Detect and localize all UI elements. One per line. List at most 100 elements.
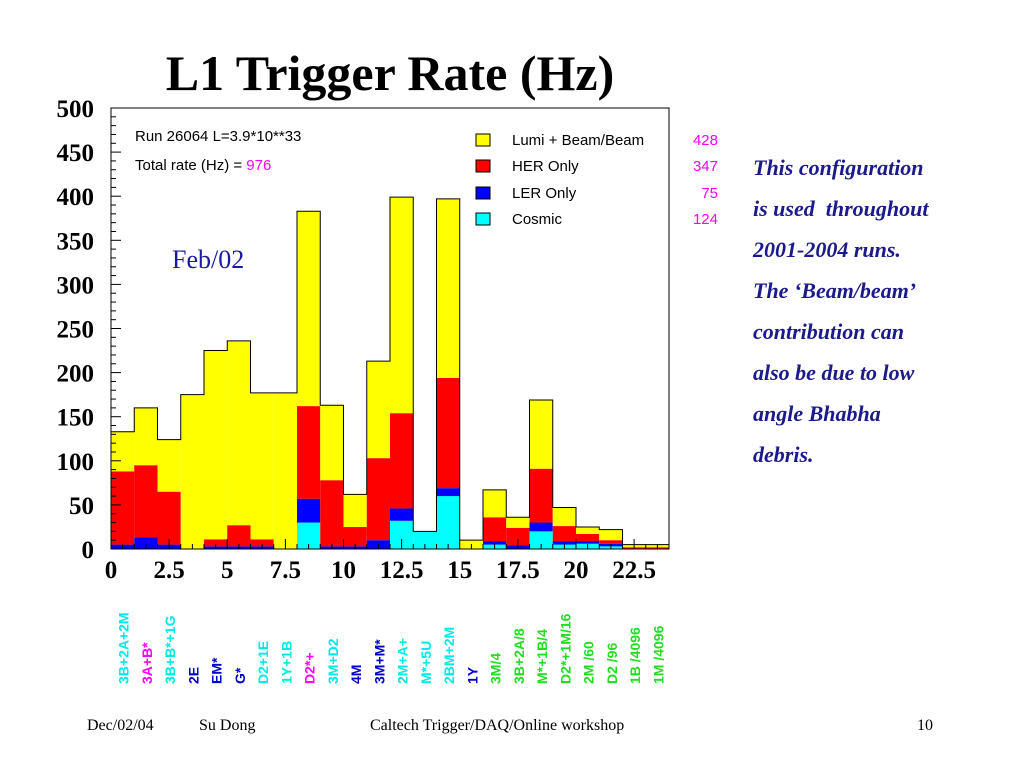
bar-lumi-beam-beam bbox=[273, 392, 297, 549]
bar-her-only bbox=[552, 526, 576, 542]
trigger-label: 1Y+1B bbox=[278, 641, 294, 684]
side-line: 2001-2004 runs. bbox=[753, 237, 901, 262]
x-tick-label: 10 bbox=[331, 557, 356, 584]
bar-ler-only bbox=[529, 522, 553, 532]
x-tick-label: 20 bbox=[564, 557, 589, 584]
bar-her-only bbox=[599, 540, 623, 544]
x-tick-label: 0 bbox=[105, 557, 118, 584]
total-rate-value: 976 bbox=[246, 157, 271, 174]
y-tick-label: 200 bbox=[57, 361, 95, 388]
y-tick-label: 500 bbox=[57, 96, 95, 123]
bar-her-only bbox=[529, 468, 553, 523]
x-tick-label: 22.5 bbox=[612, 557, 656, 584]
bar-lumi-beam-beam bbox=[297, 211, 321, 407]
bar-ler-only bbox=[552, 541, 576, 545]
trigger-label: D2 /96 bbox=[604, 643, 620, 684]
trigger-label: 3A+B* bbox=[139, 642, 155, 684]
bar-ler-only bbox=[436, 488, 460, 497]
bar-her-only bbox=[227, 525, 251, 547]
bar-her-only bbox=[483, 517, 507, 542]
footer-author: Su Dong bbox=[199, 717, 256, 734]
period-label: Feb/02 bbox=[172, 245, 244, 274]
x-tick-label: 15 bbox=[447, 557, 472, 584]
bar-lumi-beam-beam bbox=[529, 399, 553, 469]
side-line: angle Bhabha bbox=[753, 401, 881, 426]
bar-her-only bbox=[157, 491, 181, 545]
trigger-label: 2M /60 bbox=[581, 641, 597, 684]
bar-lumi-beam-beam bbox=[134, 407, 158, 466]
bar-lumi-beam-beam bbox=[157, 439, 181, 492]
bar-ler-only bbox=[483, 541, 507, 545]
bar-lumi-beam-beam bbox=[320, 405, 344, 481]
footer-event: Caltech Trigger/DAQ/Online workshop bbox=[370, 717, 625, 734]
side-line: The ‘Beam/beam’ bbox=[753, 278, 917, 303]
bar-cosmic bbox=[297, 522, 321, 549]
trigger-label: D2+1E bbox=[255, 641, 271, 684]
y-tick-label: 350 bbox=[57, 228, 95, 255]
total-rate-label: Total rate (Hz) = bbox=[135, 157, 246, 174]
x-tick-label: 2.5 bbox=[154, 557, 185, 584]
legend-label: HER Only bbox=[512, 158, 579, 175]
y-tick-label: 50 bbox=[69, 493, 94, 520]
bar-lumi-beam-beam bbox=[204, 350, 228, 540]
y-axis-ticks: 0 50 100 150 200 250 300 350 400 450 500 bbox=[57, 96, 121, 564]
bar-lumi-beam-beam bbox=[180, 394, 204, 549]
bar-her-only bbox=[320, 480, 344, 547]
legend: Lumi + Beam/Beam 428 HER Only 347 LER Only 75… bbox=[475, 132, 718, 228]
run-annotation: Run 26064 L=3.9*10**33 bbox=[135, 128, 301, 145]
legend-label: Lumi + Beam/Beam bbox=[512, 132, 644, 149]
bar-her-only bbox=[297, 406, 321, 499]
legend-swatch bbox=[475, 159, 491, 173]
side-notes: This configuration is used throughout 20… bbox=[753, 147, 1013, 475]
trigger-label: EM* bbox=[209, 657, 225, 684]
trigger-label: D2*+1M/16 bbox=[557, 613, 573, 684]
trigger-label: D2*+ bbox=[302, 652, 318, 684]
bar-her-only bbox=[204, 539, 228, 547]
y-tick-label: 400 bbox=[57, 184, 95, 211]
legend-swatch bbox=[475, 186, 491, 200]
trigger-label: 1M /4096 bbox=[650, 625, 666, 684]
bar-cosmic bbox=[436, 496, 460, 549]
bar-lumi-beam-beam bbox=[483, 489, 507, 518]
side-line: This configuration bbox=[753, 155, 924, 180]
trigger-label: G* bbox=[232, 667, 248, 684]
bar-lumi-beam-beam bbox=[227, 340, 251, 526]
y-tick-label: 450 bbox=[57, 140, 95, 167]
bar-ler-only bbox=[576, 541, 600, 544]
bar-her-only bbox=[506, 527, 530, 546]
bar-ler-only bbox=[134, 537, 158, 549]
legend-value: 428 bbox=[693, 132, 718, 149]
trigger-label: 2BM+2M bbox=[441, 627, 457, 684]
x-axis-ticks: 0 2.5 5 7.5 10 12.5 15 17.5 20 22.5 bbox=[105, 539, 658, 584]
bar-lumi-beam-beam bbox=[576, 526, 600, 535]
y-tick-label: 100 bbox=[57, 449, 95, 476]
bar-lumi-beam-beam bbox=[366, 361, 390, 459]
trigger-label: 2M+A+ bbox=[395, 638, 411, 684]
footer-page-number: 10 bbox=[917, 717, 933, 734]
trigger-label: 4M bbox=[348, 665, 364, 684]
bars-layer bbox=[110, 196, 670, 549]
legend-label: LER Only bbox=[512, 185, 577, 202]
y-tick-label: 250 bbox=[57, 317, 95, 344]
bar-lumi-beam-beam bbox=[343, 494, 367, 527]
bar-her-only bbox=[134, 465, 158, 538]
side-line: contribution can bbox=[753, 319, 904, 344]
x-tick-label: 12.5 bbox=[380, 557, 424, 584]
bar-her-only bbox=[576, 534, 600, 542]
trigger-label: 1B /4096 bbox=[627, 627, 643, 684]
bar-cosmic bbox=[413, 531, 437, 549]
trigger-label: 3B+2A+2M bbox=[116, 612, 132, 684]
bar-cosmic bbox=[390, 520, 414, 549]
bar-her-only bbox=[111, 471, 135, 545]
legend-value: 75 bbox=[701, 185, 718, 202]
bar-her-only bbox=[343, 526, 367, 547]
trigger-label: 3M+M* bbox=[371, 639, 387, 684]
trigger-label: 3B+2A/8 bbox=[511, 628, 527, 684]
bar-her-only bbox=[436, 377, 460, 489]
legend-swatch bbox=[475, 212, 491, 226]
legend-value: 347 bbox=[693, 158, 718, 175]
footer-date: Dec/02/04 bbox=[87, 717, 154, 734]
bar-her-only bbox=[366, 458, 390, 541]
trigger-labels: 3B+2A+2M 3A+B* 3B+B*+1G 2E EM* G* D2+1E 1Y+1B D2… bbox=[116, 612, 667, 684]
trigger-label: 3B+B*+1G bbox=[162, 615, 178, 684]
